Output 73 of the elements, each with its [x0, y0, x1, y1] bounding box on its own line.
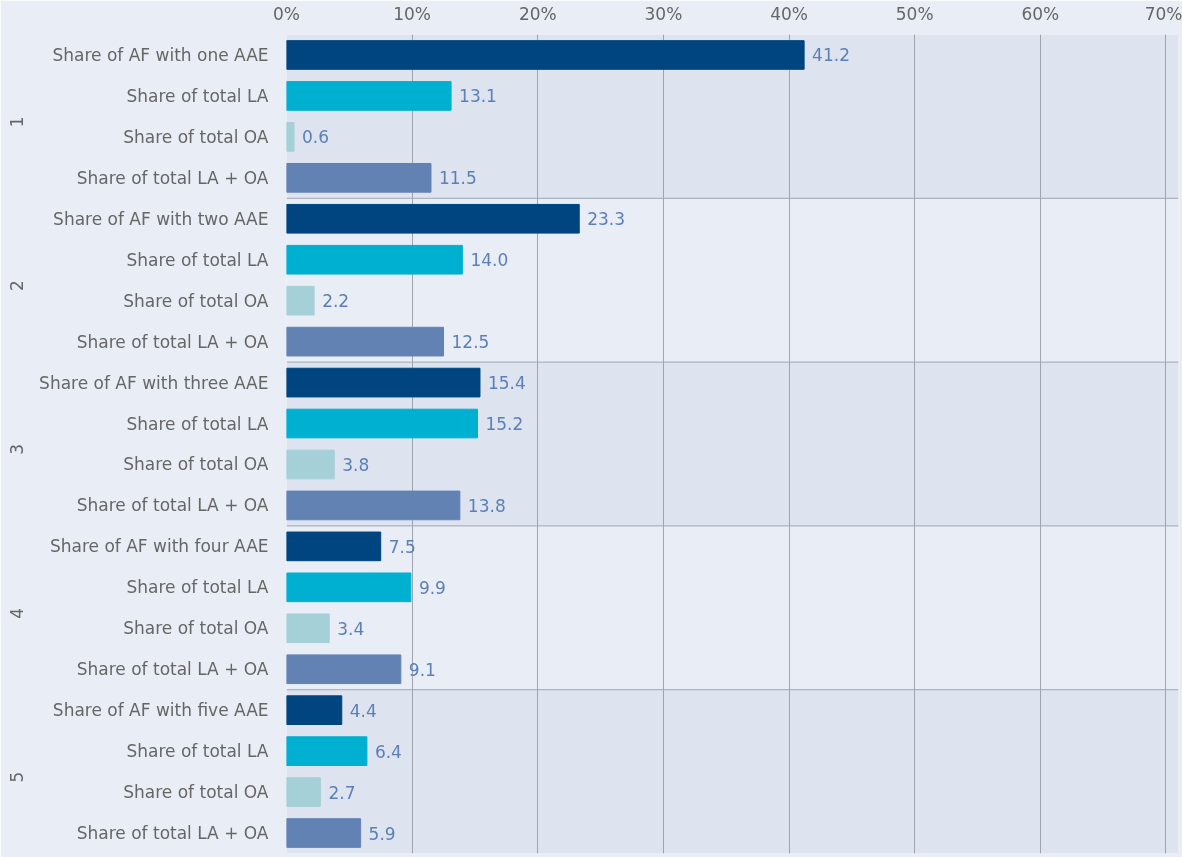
data-label: 41.2 [812, 45, 850, 66]
data-label: 11.5 [438, 168, 477, 189]
x-tick-label: 50% [895, 3, 934, 24]
y-tick-label: Share of total OA [123, 126, 269, 147]
bar [286, 613, 330, 644]
data-label: 14.0 [470, 250, 509, 271]
bar [286, 449, 335, 480]
data-label: 23.3 [587, 209, 626, 230]
y-tick-label: Share of AF with one AAE [52, 44, 269, 65]
data-label: 9.1 [408, 659, 436, 680]
x-tick-label: 20% [518, 3, 557, 24]
x-tick-label: 0% [273, 3, 300, 24]
bar [286, 203, 580, 234]
bar [286, 818, 362, 848]
y-tick-label: Share of AF with three AAE [39, 372, 269, 393]
data-label: 0.6 [302, 127, 330, 148]
bar [286, 285, 315, 316]
x-tick-label: 60% [1021, 3, 1060, 24]
y-tick-label: Share of total LA [126, 577, 269, 598]
bar [286, 408, 478, 439]
y-tick-label: Share of total LA [126, 413, 269, 434]
bar [286, 244, 463, 275]
data-label: 4.4 [349, 700, 377, 721]
bar [286, 736, 368, 766]
data-label: 12.5 [451, 332, 490, 353]
bar [286, 490, 461, 521]
text: 4 [7, 607, 27, 619]
bar [286, 162, 432, 193]
y-tick-label: Share of total LA [126, 249, 269, 270]
x-tick-label: 70% [1144, 3, 1182, 24]
y-tick-label: Share of total OA [123, 290, 269, 311]
x-tick-label: 10% [393, 3, 432, 24]
y-tick-label: Share of AF with two AAE [53, 208, 269, 229]
data-label: 2.2 [322, 291, 350, 312]
y-tick-label: Share of total OA [123, 454, 269, 475]
text: 3 [7, 443, 27, 455]
data-label: 2.7 [328, 782, 356, 803]
data-label: 15.2 [485, 414, 524, 435]
x-tick-label: 40% [770, 3, 808, 24]
bar [286, 326, 445, 357]
y-tick-label: Share of total LA + OA [76, 823, 269, 844]
data-label: 3.8 [342, 454, 370, 475]
data-label: 13.8 [467, 495, 506, 516]
x-tick-label: 30% [644, 3, 683, 24]
text: 1 [7, 116, 27, 128]
bar [286, 40, 805, 70]
bar [286, 81, 452, 111]
data-label: 7.5 [388, 536, 416, 557]
bar [286, 367, 481, 398]
bar [286, 695, 343, 726]
y-tick-label: Share of AF with four AAE [49, 536, 269, 557]
y-tick-label: Share of total LA [126, 741, 269, 762]
y-tick-label: Share of total LA + OA [76, 659, 269, 680]
bar [286, 531, 382, 562]
data-label: 6.4 [374, 741, 402, 762]
y-tick-label: Share of total OA [123, 782, 269, 803]
y-tick-label: Share of AF with five AAE [52, 700, 269, 721]
data-label: 3.4 [337, 618, 365, 639]
data-label: 13.1 [459, 86, 497, 107]
y-tick-label: Share of total LA [126, 85, 269, 106]
data-label: 5.9 [368, 823, 396, 844]
text: 5 [7, 771, 27, 783]
y-tick-label: Share of total OA [123, 618, 269, 639]
y-tick-label: Share of total LA + OA [76, 167, 269, 188]
y-tick-label: Share of total LA + OA [76, 331, 269, 352]
bar [286, 572, 412, 603]
text: 2 [7, 280, 27, 292]
bar [286, 122, 295, 152]
y-tick-label: Share of total LA + OA [76, 495, 269, 516]
bar [286, 777, 321, 807]
data-label: 9.9 [418, 577, 446, 598]
data-label: 15.4 [487, 373, 526, 394]
bar [286, 654, 402, 685]
